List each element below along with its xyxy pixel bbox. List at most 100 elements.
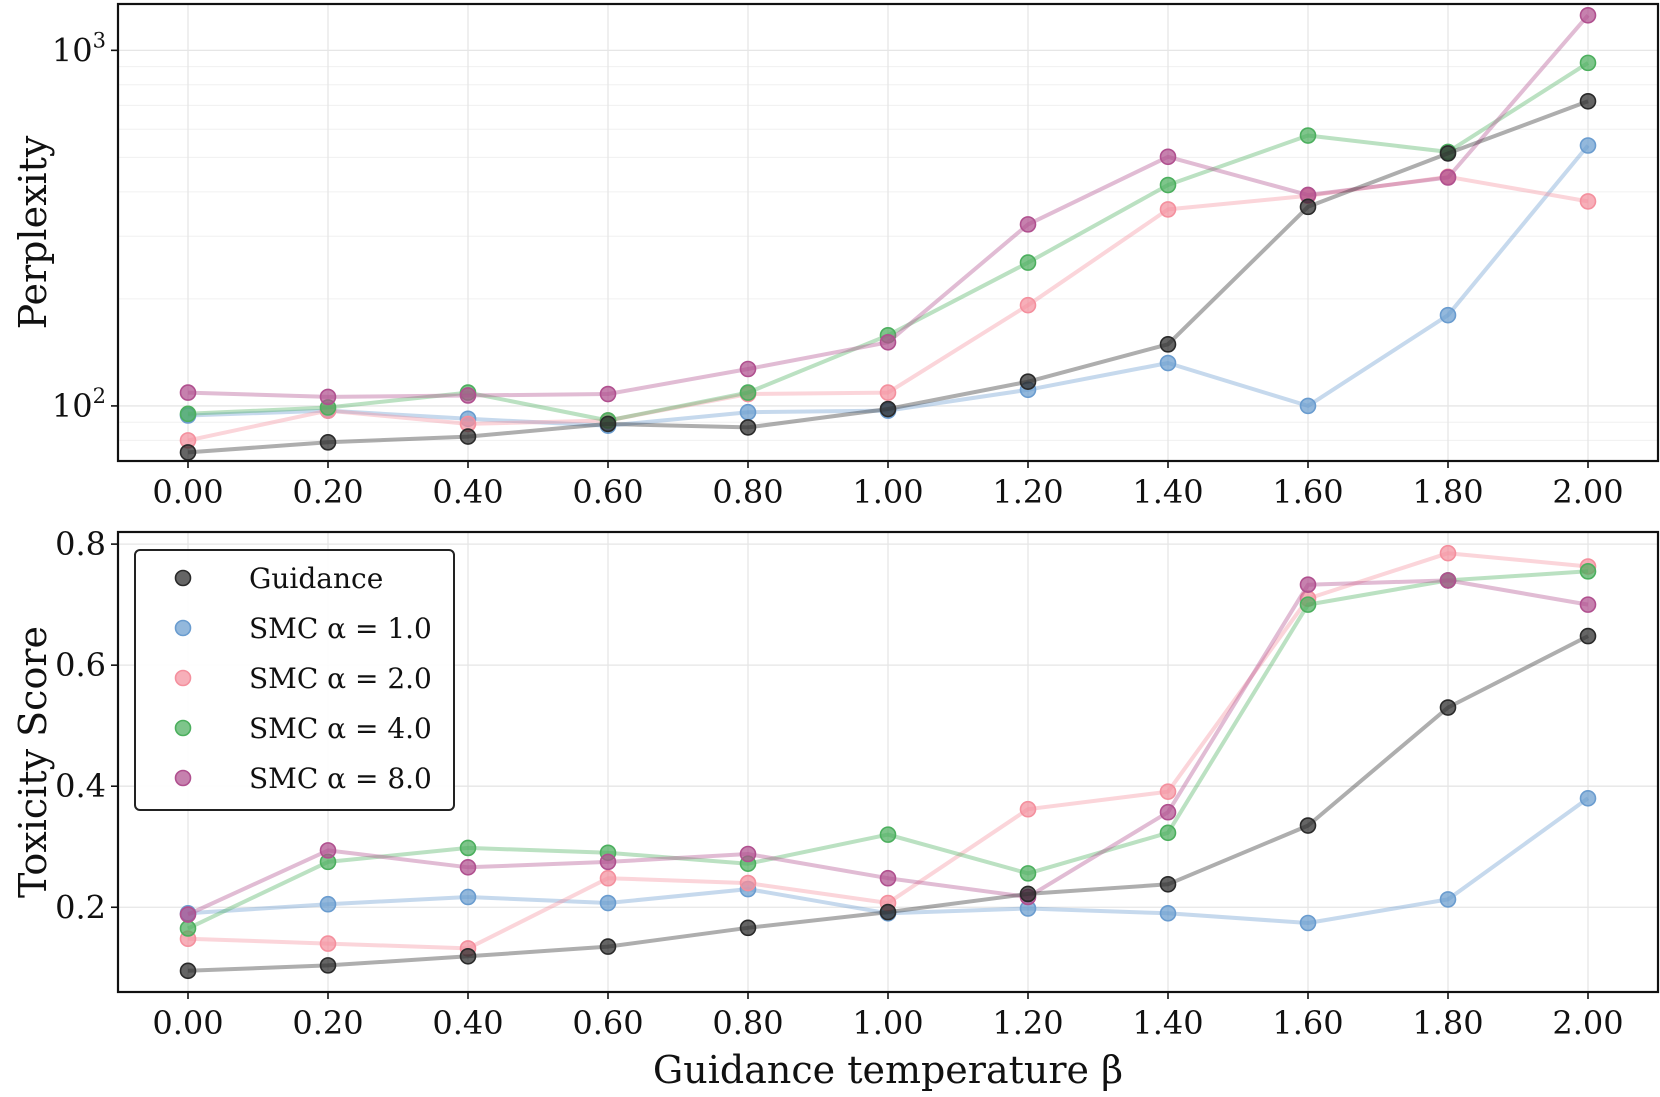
y-tick-label: 0.8 [55, 525, 106, 563]
legend-marker [174, 769, 192, 787]
data-point [599, 853, 617, 871]
data-point [459, 859, 477, 876]
data-point [1019, 800, 1037, 818]
data-point [459, 387, 477, 404]
data-point [1439, 169, 1457, 186]
legend-label: SMC α = 2.0 [249, 662, 432, 695]
x-tick-label: 0.20 [292, 473, 363, 511]
data-point [879, 903, 897, 921]
legend-entry-smc-8-0: SMC α = 8.0 [174, 762, 432, 795]
y-tick-label: 0.6 [55, 646, 106, 684]
data-point [1579, 92, 1597, 110]
data-point [1019, 885, 1037, 903]
data-point [1299, 198, 1317, 216]
data-point [1439, 699, 1457, 716]
legend-marker [174, 669, 192, 687]
x-tick-label: 1.60 [1272, 1004, 1343, 1042]
data-point [1579, 193, 1597, 210]
legend-marker [174, 569, 192, 587]
legend-label: SMC α = 8.0 [249, 762, 432, 795]
data-point [1579, 6, 1597, 24]
data-point [879, 384, 897, 401]
x-tick-label: 0.00 [152, 1004, 223, 1042]
x-tick-label: 1.00 [852, 1004, 923, 1042]
data-point [1019, 216, 1037, 233]
data-point [739, 845, 757, 863]
data-point [599, 869, 617, 887]
data-point [1159, 824, 1177, 842]
data-point [459, 428, 477, 445]
data-point [879, 400, 897, 418]
data-point [1019, 254, 1037, 271]
data-point [1159, 783, 1177, 800]
data-point [459, 947, 477, 965]
data-point [1019, 296, 1037, 314]
data-point [1579, 54, 1597, 72]
data-point [599, 938, 617, 955]
legend-marker [174, 719, 192, 737]
legend-entry-smc-1-0: SMC α = 1.0 [174, 612, 432, 645]
y-axis-label: Toxicity Score [11, 626, 55, 898]
data-point [599, 415, 617, 433]
y-axis-label: Perplexity [11, 135, 55, 329]
grid [118, 4, 1658, 461]
data-point [1159, 875, 1177, 893]
x-tick-label: 1.20 [992, 473, 1063, 511]
data-point [1579, 790, 1597, 807]
data-point [1159, 176, 1177, 194]
x-tick-label: 1.20 [992, 1004, 1063, 1042]
data-point [739, 874, 757, 892]
y-tick-label: 0.2 [55, 888, 106, 926]
x-tick-label: 0.80 [712, 1004, 783, 1042]
x-tick-label: 1.80 [1412, 473, 1483, 511]
legend-label: SMC α = 1.0 [249, 612, 432, 645]
series-guidance [179, 92, 1597, 461]
data-point [1019, 865, 1037, 882]
data-point [1159, 336, 1177, 353]
x-tick-label: 0.40 [432, 473, 503, 511]
data-point [1159, 905, 1177, 922]
perplexity-panel: 0.00 0.20 0.40 0.60 0.80 1.00 1.20 1.40 1.60 1.80… [11, 2, 1660, 511]
legend: Guidance SMC α = 1.0 SMC α = 2.0 SMC α = 4.… [134, 549, 455, 811]
data-point [1019, 373, 1037, 390]
data-point [1439, 306, 1457, 324]
x-tick-label: 1.60 [1272, 473, 1343, 511]
x-tick-label: 0.60 [572, 473, 643, 511]
x-tick-label: 0.00 [152, 473, 223, 511]
data-point [1159, 803, 1177, 821]
x-tick-label: 0.60 [572, 1004, 643, 1042]
y-tick-label: 0.4 [55, 767, 106, 805]
data-point [1159, 148, 1177, 166]
data-point [459, 839, 477, 857]
data-point [1299, 127, 1317, 144]
x-tick-label: 0.40 [432, 1004, 503, 1042]
data-point [179, 405, 197, 423]
data-point [739, 403, 757, 421]
data-point [1299, 914, 1317, 932]
data-point [319, 895, 337, 913]
data-point [179, 384, 197, 401]
legend-entry-guidance: Guidance [174, 562, 383, 595]
data-point [599, 385, 617, 403]
x-tick-label: 1.40 [1132, 1004, 1203, 1042]
data-point [1579, 627, 1597, 645]
data-point [319, 388, 337, 406]
x-tick-label: 0.80 [712, 473, 783, 511]
data-point [179, 906, 197, 923]
data-point [1579, 563, 1597, 580]
series-smc-8-0 [179, 572, 1597, 923]
data-point [599, 894, 617, 912]
y-tick-label: 103 [52, 28, 106, 69]
data-point [1579, 137, 1597, 154]
legend-label: Guidance [249, 562, 383, 595]
series-smc-8-0 [179, 6, 1597, 406]
series-guidance [179, 627, 1597, 980]
legend-entry-smc-4-0: SMC α = 4.0 [174, 712, 432, 745]
data-point [179, 962, 197, 980]
legend-box [134, 549, 455, 811]
data-point [319, 957, 337, 974]
data-point [879, 869, 897, 887]
legend-entry-smc-2-0: SMC α = 2.0 [174, 662, 432, 695]
data-point [1159, 201, 1177, 218]
